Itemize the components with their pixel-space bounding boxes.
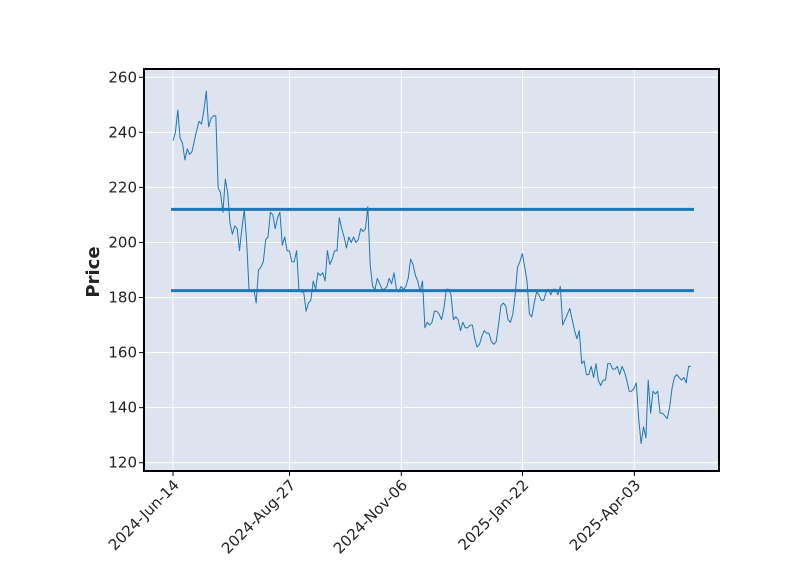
y-tick-label: 180 — [108, 289, 137, 307]
y-tick-label: 160 — [108, 344, 137, 362]
y-axis-label: Price — [83, 246, 104, 297]
price-series-line — [172, 90, 691, 444]
y-tick-label: 260 — [108, 68, 137, 86]
grid-lines — [144, 69, 719, 471]
x-tick-label: 2025-Jan-22 — [455, 476, 533, 554]
y-tick-label: 220 — [108, 178, 137, 196]
horizontal-lines — [171, 207, 694, 293]
x-tick-label: 2025-Apr-03 — [566, 476, 644, 554]
plot-frame — [143, 68, 720, 472]
y-axis-ticks: 120 140 160 180 200 220 240 260 — [108, 68, 144, 472]
x-tick-label: 2024-Aug-27 — [218, 476, 299, 557]
y-tick-label: 120 — [108, 454, 137, 472]
y-tick-label: 200 — [108, 233, 137, 251]
series-layer — [172, 90, 691, 444]
y-tick-label: 240 — [108, 123, 137, 141]
x-axis-ticks: 2024-Jun-14 2024-Aug-27 2024-Nov-06 2025-Ja… — [105, 471, 644, 557]
x-tick-label: 2024-Jun-14 — [105, 476, 183, 554]
plot-background — [144, 69, 719, 471]
y-tick-label: 140 — [108, 399, 137, 417]
x-tick-label: 2024-Nov-06 — [330, 476, 411, 557]
